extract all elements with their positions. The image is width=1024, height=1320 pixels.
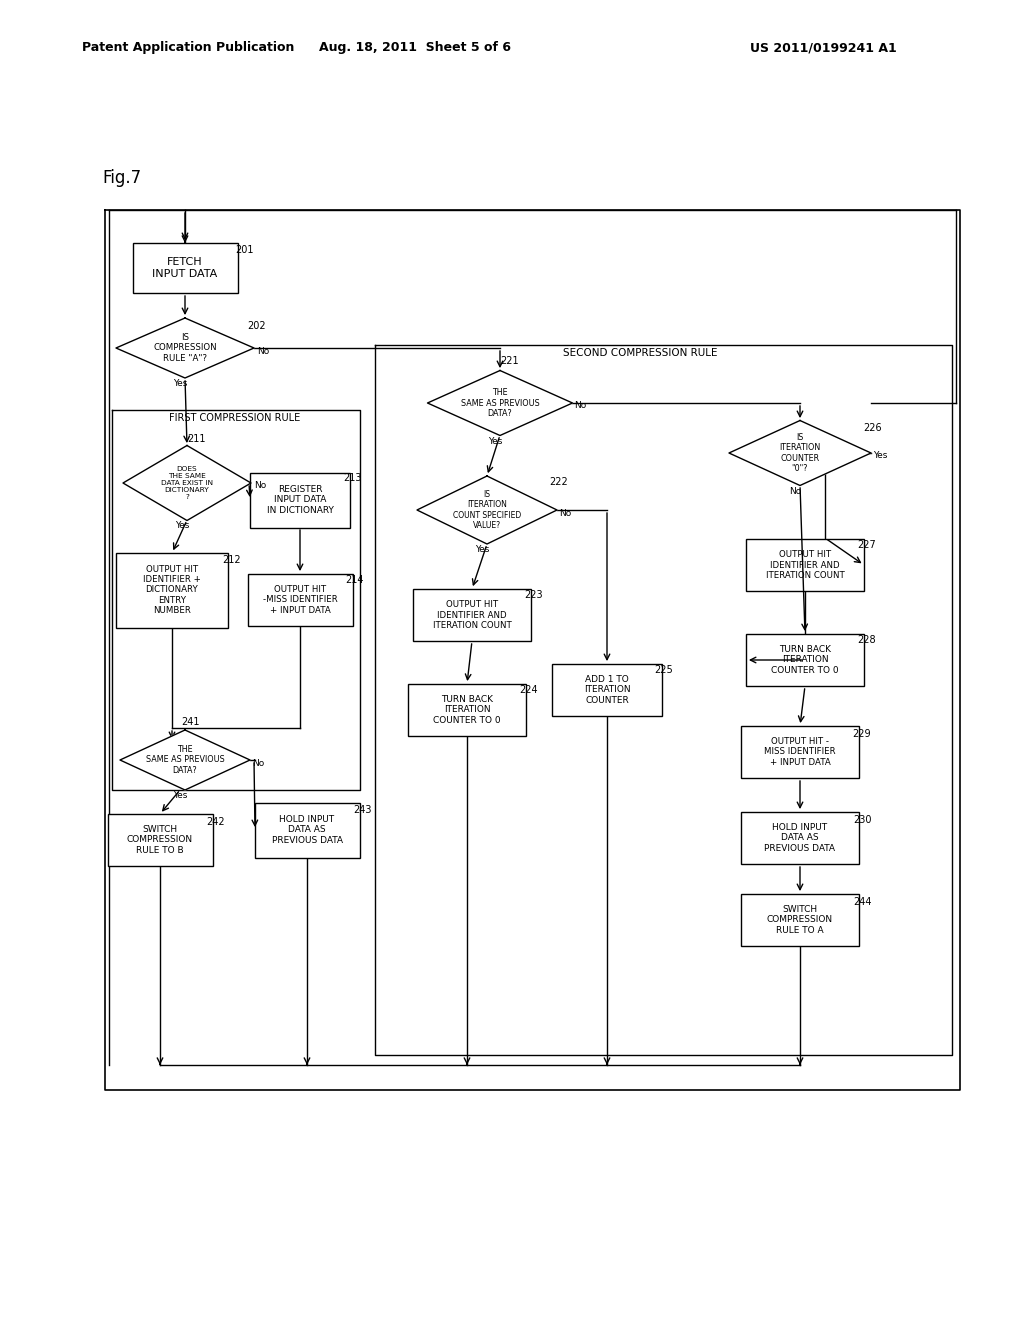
Text: 211: 211 <box>187 434 206 444</box>
Text: SWITCH
COMPRESSION
RULE TO A: SWITCH COMPRESSION RULE TO A <box>767 906 834 935</box>
Text: ADD 1 TO
ITERATION
COUNTER: ADD 1 TO ITERATION COUNTER <box>584 675 631 705</box>
Text: 242: 242 <box>207 817 225 828</box>
Text: 243: 243 <box>352 805 372 814</box>
Text: 212: 212 <box>222 554 242 565</box>
Polygon shape <box>123 446 251 520</box>
Text: 202: 202 <box>248 321 266 331</box>
Text: Fig.7: Fig.7 <box>102 169 141 187</box>
Text: Yes: Yes <box>173 380 187 388</box>
Text: 241: 241 <box>181 717 200 727</box>
Text: 201: 201 <box>236 246 254 255</box>
Text: IS
ITERATION
COUNT SPECIFIED
VALUE?: IS ITERATION COUNT SPECIFIED VALUE? <box>453 490 521 531</box>
Bar <box>552 664 662 715</box>
Text: THE
SAME AS PREVIOUS
DATA?: THE SAME AS PREVIOUS DATA? <box>461 388 540 418</box>
Text: SECOND COMPRESSION RULE: SECOND COMPRESSION RULE <box>563 348 717 358</box>
Text: No: No <box>788 487 801 495</box>
Bar <box>741 812 859 865</box>
Text: IS
COMPRESSION
RULE "A"?: IS COMPRESSION RULE "A"? <box>154 333 217 363</box>
Text: IS
ITERATION
COUNTER
"0"?: IS ITERATION COUNTER "0"? <box>779 433 820 473</box>
Bar <box>746 539 864 591</box>
Bar <box>741 894 859 946</box>
Bar <box>413 589 531 642</box>
Text: Yes: Yes <box>873 451 888 461</box>
Text: 213: 213 <box>343 473 361 483</box>
Text: No: No <box>252 759 264 767</box>
Text: OUTPUT HIT
-MISS IDENTIFIER
+ INPUT DATA: OUTPUT HIT -MISS IDENTIFIER + INPUT DATA <box>262 585 337 615</box>
Text: US 2011/0199241 A1: US 2011/0199241 A1 <box>750 41 897 54</box>
Polygon shape <box>120 730 250 789</box>
Text: Yes: Yes <box>175 521 189 531</box>
Text: TURN BACK
ITERATION
COUNTER TO 0: TURN BACK ITERATION COUNTER TO 0 <box>433 696 501 725</box>
Text: DOES
THE SAME
DATA EXIST IN
DICTIONARY
?: DOES THE SAME DATA EXIST IN DICTIONARY ? <box>161 466 213 500</box>
Polygon shape <box>417 477 557 544</box>
Text: 223: 223 <box>524 590 544 601</box>
Polygon shape <box>427 371 572 436</box>
Text: 229: 229 <box>853 729 871 739</box>
Text: SWITCH
COMPRESSION
RULE TO B: SWITCH COMPRESSION RULE TO B <box>127 825 194 855</box>
Bar <box>250 473 350 528</box>
Text: 226: 226 <box>863 422 883 433</box>
Bar <box>132 243 238 293</box>
Text: 222: 222 <box>550 477 568 487</box>
Text: 227: 227 <box>858 540 877 550</box>
Text: 244: 244 <box>853 898 871 907</box>
Text: OUTPUT HIT
IDENTIFIER AND
ITERATION COUNT: OUTPUT HIT IDENTIFIER AND ITERATION COUN… <box>766 550 845 579</box>
Text: TURN BACK
ITERATION
COUNTER TO 0: TURN BACK ITERATION COUNTER TO 0 <box>771 645 839 675</box>
Text: Yes: Yes <box>475 545 489 554</box>
Text: OUTPUT HIT
IDENTIFIER AND
ITERATION COUNT: OUTPUT HIT IDENTIFIER AND ITERATION COUN… <box>432 601 511 630</box>
Text: Patent Application Publication: Patent Application Publication <box>82 41 294 54</box>
Text: 230: 230 <box>853 814 871 825</box>
Text: 214: 214 <box>346 576 365 585</box>
Polygon shape <box>116 318 254 378</box>
Bar <box>248 574 352 626</box>
Text: REGISTER
INPUT DATA
IN DICTIONARY: REGISTER INPUT DATA IN DICTIONARY <box>266 486 334 515</box>
Text: 221: 221 <box>501 356 519 366</box>
Bar <box>116 553 228 627</box>
Text: FETCH
INPUT DATA: FETCH INPUT DATA <box>153 257 218 279</box>
Text: Yes: Yes <box>173 792 187 800</box>
Text: THE
SAME AS PREVIOUS
DATA?: THE SAME AS PREVIOUS DATA? <box>145 744 224 775</box>
Text: HOLD INPUT
DATA AS
PREVIOUS DATA: HOLD INPUT DATA AS PREVIOUS DATA <box>765 824 836 853</box>
Text: No: No <box>574 401 587 411</box>
Bar <box>741 726 859 777</box>
Text: FIRST COMPRESSION RULE: FIRST COMPRESSION RULE <box>169 413 301 422</box>
Text: OUTPUT HIT
IDENTIFIER +
DICTIONARY
ENTRY
NUMBER: OUTPUT HIT IDENTIFIER + DICTIONARY ENTRY… <box>143 565 201 615</box>
Text: Yes: Yes <box>487 437 502 446</box>
Bar <box>255 803 359 858</box>
Text: 225: 225 <box>654 665 674 675</box>
Text: OUTPUT HIT -
MISS IDENTIFIER
+ INPUT DATA: OUTPUT HIT - MISS IDENTIFIER + INPUT DAT… <box>764 737 836 767</box>
Text: No: No <box>254 482 266 491</box>
Text: 228: 228 <box>858 635 877 645</box>
Text: 224: 224 <box>520 685 539 696</box>
Polygon shape <box>729 421 871 486</box>
Bar <box>408 684 526 737</box>
Text: No: No <box>257 346 269 355</box>
Bar <box>746 634 864 686</box>
Bar <box>108 814 213 866</box>
Text: HOLD INPUT
DATA AS
PREVIOUS DATA: HOLD INPUT DATA AS PREVIOUS DATA <box>271 814 342 845</box>
Text: No: No <box>559 508 571 517</box>
Text: Aug. 18, 2011  Sheet 5 of 6: Aug. 18, 2011 Sheet 5 of 6 <box>319 41 511 54</box>
